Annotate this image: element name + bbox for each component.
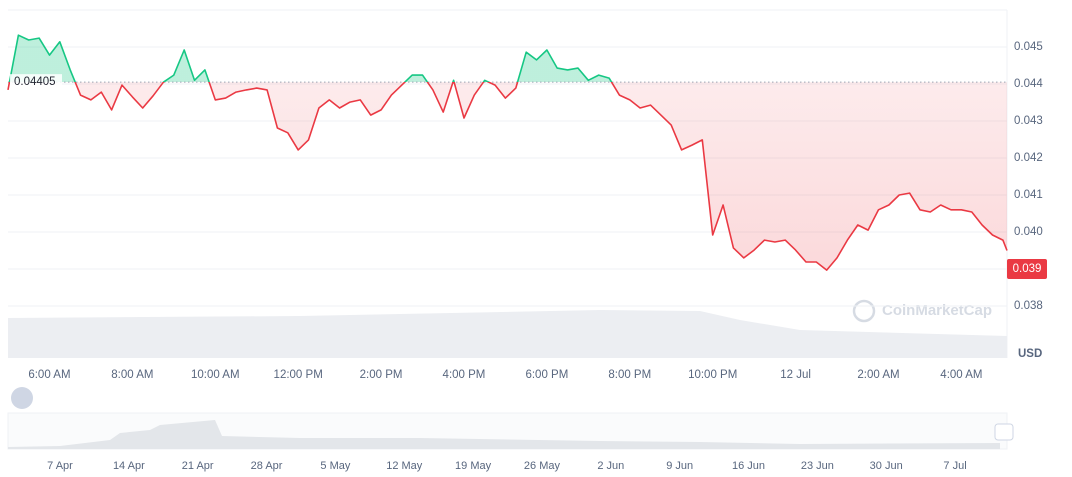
- x-tick-label: 10:00 PM: [688, 369, 737, 381]
- last-price-tag: [1007, 259, 1047, 279]
- history-button[interactable]: [11, 387, 33, 409]
- y-tick-label: 0.044: [1014, 78, 1043, 90]
- baseline-label-bg: [10, 74, 62, 90]
- y-tick-label: 0.045: [1014, 41, 1043, 53]
- y-tick-label: 0.041: [1014, 189, 1043, 201]
- navigator-label: 7 Jul: [943, 460, 966, 472]
- y-tick-label: 0.042: [1014, 152, 1043, 164]
- price-line: [7, 34, 1008, 271]
- x-tick-label: 2:00 PM: [360, 369, 403, 381]
- baseline-label: 0.04405: [14, 76, 56, 88]
- x-tick-label: 8:00 PM: [608, 369, 651, 381]
- navigator-label: 2 Jun: [597, 460, 624, 472]
- y-tick-label: 0.040: [1014, 226, 1043, 238]
- x-tick-label: 4:00 AM: [940, 369, 982, 381]
- x-tick-label: 6:00 AM: [28, 369, 70, 381]
- navigator-label: 14 Apr: [113, 460, 145, 472]
- navigator-label: 9 Jun: [666, 460, 693, 472]
- area: [8, 35, 1007, 271]
- x-tick-label: 12 Jul: [780, 369, 811, 381]
- navigator-label: 28 Apr: [251, 460, 283, 472]
- navigator-label: 23 Jun: [801, 460, 834, 472]
- last-price-label: 0.039: [1013, 263, 1042, 275]
- navigator-label: 16 Jun: [732, 460, 765, 472]
- navigator-label: 26 May: [524, 460, 561, 472]
- navigator-handle[interactable]: [994, 423, 1014, 441]
- watermark-text: CoinMarketCap: [882, 302, 992, 319]
- x-tick-label: 10:00 AM: [191, 369, 240, 381]
- y-tick-label: 0.038: [1014, 300, 1043, 312]
- navigator-area: [8, 420, 1000, 449]
- navigator-label: 7 Apr: [47, 460, 73, 472]
- currency-label: USD: [1018, 348, 1042, 360]
- y-tick-label: 0.043: [1014, 115, 1043, 127]
- navigator-label: 12 May: [386, 460, 423, 472]
- x-tick-label: 12:00 PM: [274, 369, 323, 381]
- navigator-label: 5 May: [320, 460, 350, 472]
- x-tick-label: 2:00 AM: [857, 369, 899, 381]
- navigator-label: 21 Apr: [182, 460, 214, 472]
- x-tick-label: 8:00 AM: [111, 369, 153, 381]
- navigator-label: 19 May: [455, 460, 492, 472]
- x-tick-label: 6:00 PM: [525, 369, 568, 381]
- volume-area: [8, 310, 1007, 358]
- x-tick-label: 4:00 PM: [443, 369, 486, 381]
- navigator-label: 30 Jun: [870, 460, 903, 472]
- watermark: CoinMarketCap: [852, 299, 992, 323]
- watermark-logo: [852, 299, 876, 323]
